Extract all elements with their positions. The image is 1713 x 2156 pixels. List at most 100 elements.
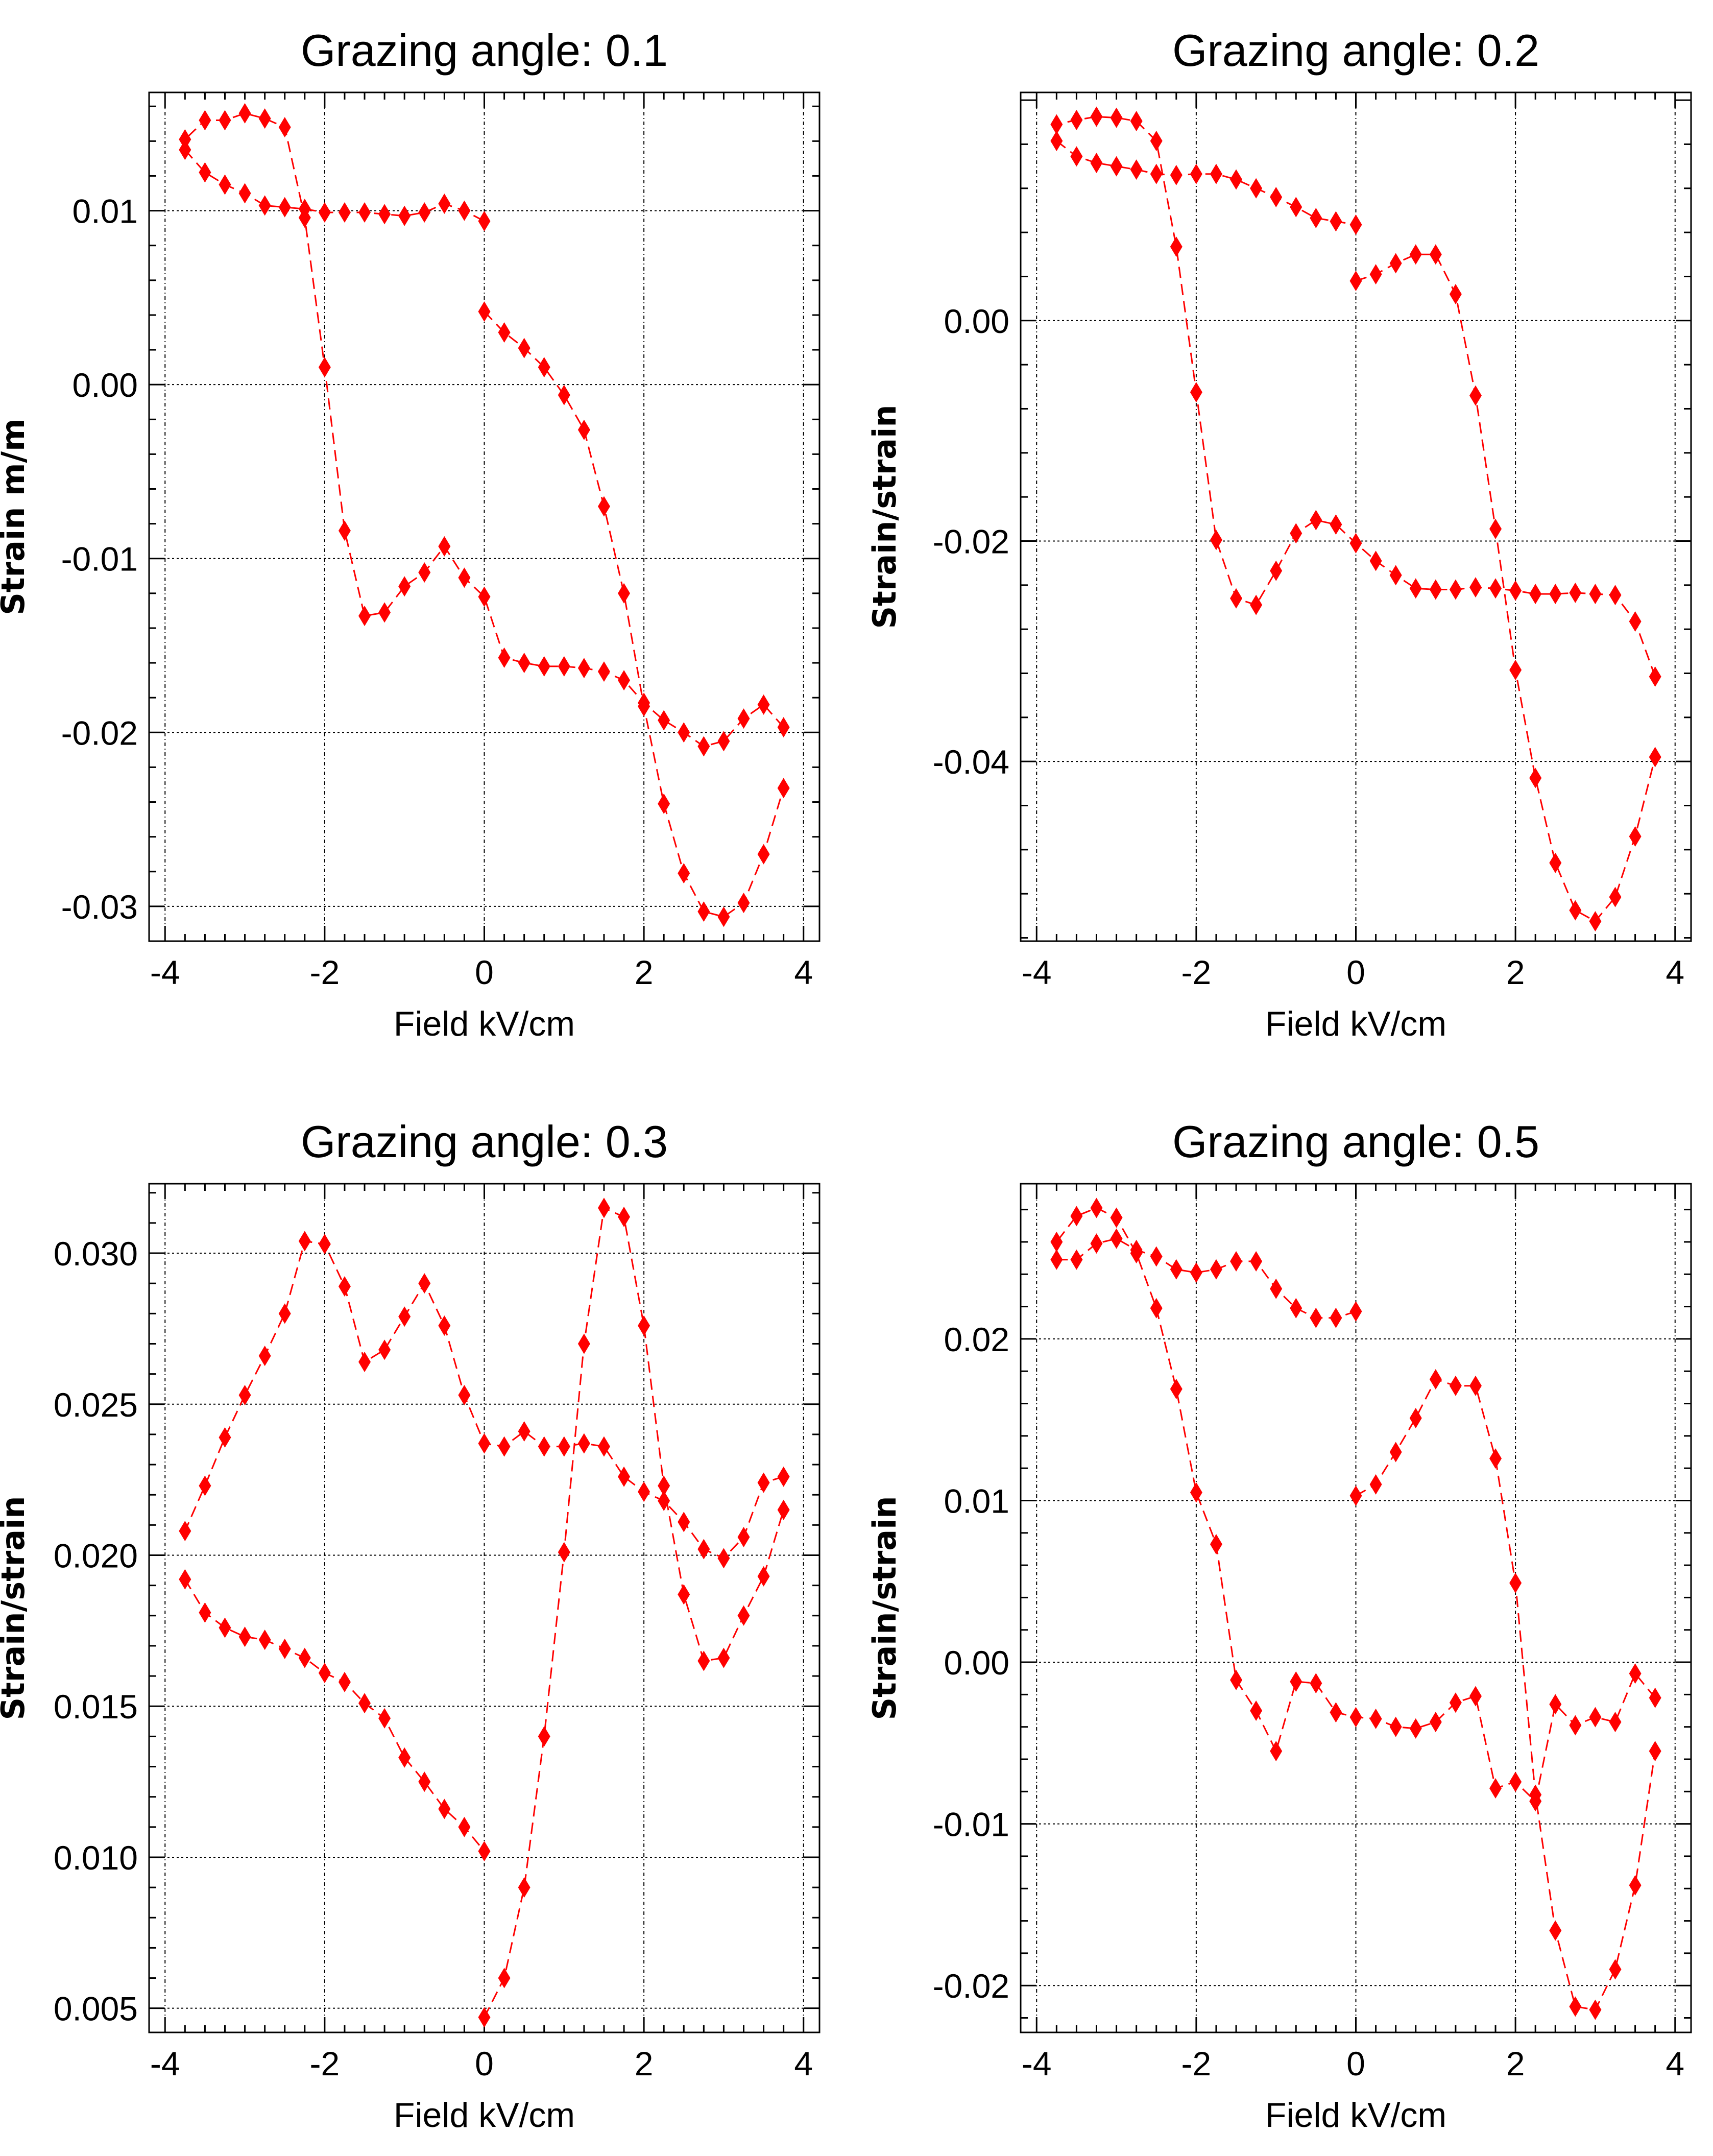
- data-point: [1349, 271, 1362, 292]
- data-point: [1609, 1712, 1622, 1733]
- data-point: [219, 1617, 231, 1638]
- data-point: [717, 731, 730, 752]
- data-point: [478, 1433, 491, 1454]
- data-point: [1389, 1716, 1402, 1737]
- data-point: [1190, 1482, 1202, 1503]
- data-point: [737, 893, 750, 914]
- data-point: [618, 670, 631, 691]
- data-point: [1230, 169, 1243, 190]
- data-point: [1369, 1474, 1382, 1495]
- data-point: [1649, 747, 1661, 768]
- data-point: [478, 2007, 491, 2028]
- y-axis-label: Strain m/m: [0, 418, 32, 615]
- data-point: [538, 1726, 550, 1747]
- data-point: [697, 1650, 710, 1671]
- data-point: [697, 736, 710, 757]
- data-point: [1270, 1741, 1283, 1762]
- data-point: [179, 139, 191, 160]
- data-point: [1310, 510, 1322, 531]
- data-point: [757, 694, 770, 715]
- data-point: [1330, 1702, 1342, 1723]
- data-point: [658, 793, 670, 814]
- data-point: [179, 1569, 191, 1590]
- y-tick-label: 0.00: [944, 302, 1009, 340]
- data-point: [538, 357, 550, 378]
- data-point: [1090, 153, 1103, 174]
- data-point: [777, 1466, 790, 1487]
- data-point: [1210, 530, 1222, 550]
- data-point: [1569, 900, 1582, 921]
- data-point: [1349, 1301, 1362, 1322]
- data-point: [1170, 1379, 1183, 1400]
- data-point: [298, 207, 311, 228]
- data-point: [757, 844, 770, 865]
- data-point: [358, 202, 371, 223]
- data-point: [1349, 1707, 1362, 1728]
- data-point: [1210, 1534, 1222, 1554]
- data-point: [1629, 611, 1642, 632]
- data-point: [1230, 1669, 1243, 1690]
- data-point: [1150, 130, 1163, 151]
- x-tick-label: -4: [150, 953, 180, 991]
- data-point: [1489, 1778, 1502, 1799]
- data-point: [1150, 1246, 1163, 1267]
- data-point: [1190, 1262, 1202, 1283]
- data-point: [238, 1385, 251, 1406]
- data-point: [418, 562, 431, 583]
- data-point: [597, 1197, 610, 1218]
- data-point: [1609, 585, 1622, 606]
- data-point: [278, 1638, 291, 1659]
- data-point: [318, 357, 331, 378]
- x-tick-label: -4: [150, 2045, 180, 2082]
- data-point: [1110, 1228, 1123, 1249]
- data-point: [1549, 1920, 1562, 1941]
- x-tick-label: -2: [1181, 2045, 1212, 2082]
- x-tick-label: -2: [310, 2045, 340, 2082]
- series-line: [1056, 140, 1356, 226]
- data-point: [1449, 283, 1462, 304]
- data-point: [1130, 159, 1143, 180]
- data-point: [1110, 1207, 1123, 1228]
- data-point: [219, 1427, 231, 1448]
- data-point: [1469, 577, 1482, 598]
- data-point: [1250, 1251, 1263, 1272]
- data-point: [737, 1605, 750, 1626]
- chart-title: Grazing angle: 0.5: [1172, 1116, 1539, 1167]
- data-point: [1250, 178, 1263, 199]
- data-point: [358, 1351, 371, 1372]
- chart-panel-4: -4 -2 0 2 4 -0.02 -0.01 0.00 0.01 0.02 Grazing ang…: [866, 1116, 1692, 2135]
- chart-title: Grazing angle: 0.3: [301, 1116, 668, 1167]
- data-point: [258, 195, 271, 216]
- data-point: [298, 1647, 311, 1668]
- data-point: [717, 1647, 730, 1668]
- data-point: [638, 1481, 650, 1502]
- data-point: [498, 647, 511, 668]
- data-point: [498, 1436, 511, 1457]
- x-tick-label: 2: [1506, 953, 1525, 991]
- data-point: [1190, 382, 1202, 403]
- data-point: [1210, 1259, 1222, 1280]
- y-tick-label: -0.01: [61, 540, 138, 578]
- data-point: [1210, 163, 1222, 184]
- data-point: [318, 202, 331, 223]
- y-tick-label: 0.02: [944, 1321, 1009, 1358]
- data-point: [1230, 1251, 1243, 1272]
- data-point: [1170, 236, 1183, 257]
- data-point: [438, 193, 451, 214]
- data-point: [1369, 1708, 1382, 1729]
- data-point: [717, 906, 730, 927]
- data-point: [238, 1626, 251, 1647]
- data-point: [1569, 582, 1582, 603]
- data-point: [618, 1466, 631, 1487]
- data-point: [1409, 578, 1422, 599]
- data-point: [278, 117, 291, 138]
- data-point: [478, 211, 491, 232]
- data-point: [1409, 1718, 1422, 1739]
- x-tick-label: 4: [1666, 2045, 1684, 2082]
- data-point: [1509, 1572, 1522, 1593]
- data-point: [1409, 1408, 1422, 1429]
- x-tick-label: 0: [1346, 2045, 1365, 2082]
- data-point: [298, 1231, 311, 1252]
- data-point: [1409, 244, 1422, 265]
- series-line: [184, 149, 485, 222]
